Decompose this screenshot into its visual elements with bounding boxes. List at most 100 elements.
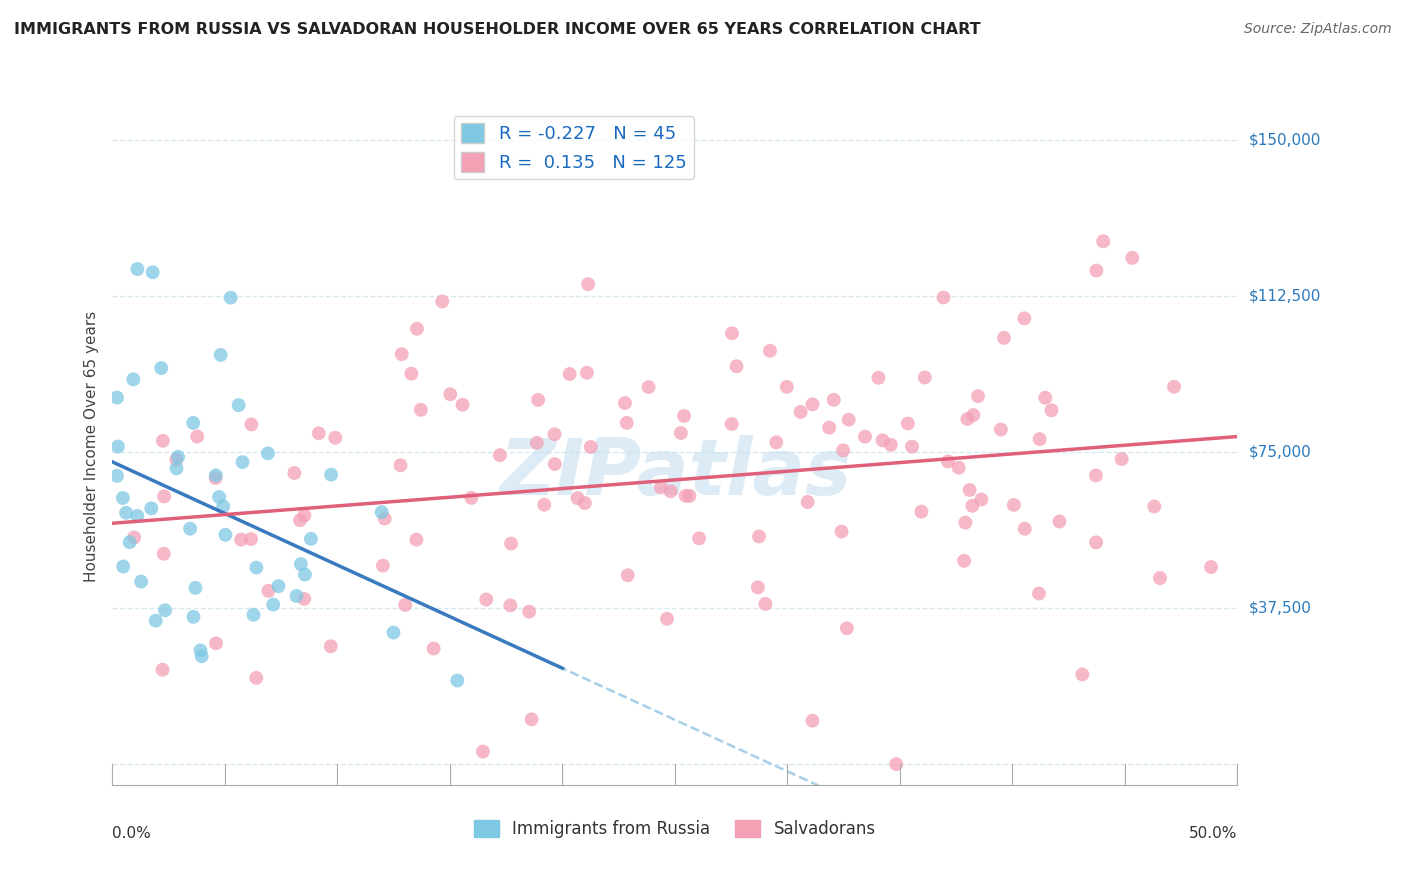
Point — [747, 580, 769, 594]
Point — [575, 366, 598, 380]
Point — [853, 430, 876, 444]
Text: IMMIGRANTS FROM RUSSIA VS SALVADORAN HOUSEHOLDER INCOME OVER 65 YEARS CORRELATIO: IMMIGRANTS FROM RUSSIA VS SALVADORAN HOU… — [14, 22, 981, 37]
Text: Source: ZipAtlas.com: Source: ZipAtlas.com — [1244, 22, 1392, 37]
Point — [394, 598, 416, 612]
Point — [675, 489, 697, 503]
Point — [152, 663, 174, 677]
Point — [129, 574, 152, 589]
Point — [910, 505, 932, 519]
Point — [183, 610, 205, 624]
Point — [107, 440, 129, 454]
Point — [880, 438, 903, 452]
Point — [245, 671, 267, 685]
Point — [669, 425, 692, 440]
Point — [576, 277, 599, 292]
Point — [112, 559, 135, 574]
Point — [1084, 468, 1107, 483]
Point — [205, 468, 228, 483]
Point — [105, 391, 128, 405]
Point — [323, 431, 346, 445]
Point — [868, 371, 890, 385]
Point — [967, 389, 990, 403]
Point — [614, 396, 637, 410]
Point — [122, 531, 145, 545]
Point — [776, 380, 799, 394]
Point — [616, 416, 638, 430]
Point — [406, 322, 429, 336]
Point — [489, 448, 512, 462]
Point — [932, 291, 955, 305]
Point — [796, 495, 818, 509]
Point — [956, 412, 979, 426]
Point — [115, 506, 138, 520]
Point — [527, 392, 550, 407]
Point — [574, 496, 596, 510]
Point — [616, 568, 638, 582]
Point — [953, 554, 976, 568]
Point — [884, 757, 907, 772]
Point — [962, 408, 984, 422]
Point — [1071, 667, 1094, 681]
Point — [1028, 586, 1050, 600]
Text: $75,000: $75,000 — [1249, 445, 1312, 459]
Point — [1085, 263, 1108, 277]
Point — [150, 361, 173, 376]
Point — [543, 427, 565, 442]
Point — [962, 499, 984, 513]
Point — [105, 468, 128, 483]
Point — [422, 641, 444, 656]
Point — [818, 420, 841, 434]
Point — [659, 484, 682, 499]
Point — [471, 745, 494, 759]
Point — [257, 583, 280, 598]
Point — [432, 294, 454, 309]
Point — [544, 457, 567, 471]
Point — [655, 612, 678, 626]
Point — [1085, 535, 1108, 549]
Point — [1033, 391, 1056, 405]
Point — [285, 589, 308, 603]
Point — [475, 592, 498, 607]
Point — [789, 405, 811, 419]
Point — [460, 491, 482, 505]
Point — [374, 511, 396, 525]
Point — [1092, 235, 1115, 249]
Point — [520, 712, 543, 726]
Point — [567, 491, 589, 505]
Point — [267, 579, 290, 593]
Point — [725, 359, 748, 374]
Point — [936, 454, 959, 468]
Point — [1143, 500, 1166, 514]
Point — [748, 529, 770, 543]
Point — [526, 435, 548, 450]
Point — [405, 533, 427, 547]
Point — [579, 440, 602, 454]
Point — [1014, 311, 1036, 326]
Point — [901, 440, 924, 454]
Point — [993, 331, 1015, 345]
Point — [439, 387, 461, 401]
Point — [637, 380, 659, 394]
Point — [765, 435, 787, 450]
Point — [838, 412, 860, 426]
Point — [127, 262, 149, 277]
Point — [897, 417, 920, 431]
Point — [801, 714, 824, 728]
Point — [558, 367, 581, 381]
Point — [292, 591, 315, 606]
Point — [391, 347, 413, 361]
Point — [232, 455, 254, 469]
Point — [832, 443, 855, 458]
Point — [231, 533, 253, 547]
Point — [288, 513, 311, 527]
Point — [517, 605, 540, 619]
Point — [186, 429, 208, 443]
Point — [308, 426, 330, 441]
Point — [245, 560, 267, 574]
Point — [1002, 498, 1025, 512]
Text: $37,500: $37,500 — [1249, 600, 1312, 615]
Point — [948, 460, 970, 475]
Point — [1199, 560, 1222, 574]
Point — [801, 397, 824, 411]
Point — [759, 343, 782, 358]
